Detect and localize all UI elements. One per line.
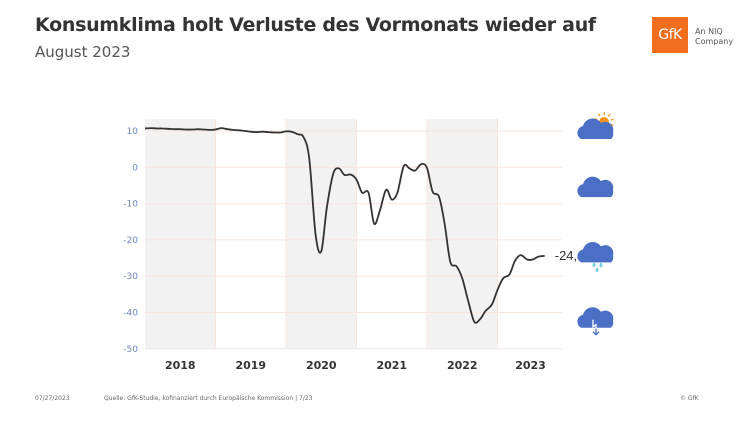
weather-icons — [577, 111, 614, 336]
footer-source: Quelle: GfK-Studie, kofinanziert durch E… — [104, 395, 313, 402]
sun-ray — [594, 118, 598, 121]
shade-2018 — [145, 119, 216, 349]
shade-2020 — [286, 119, 357, 349]
raindrop — [592, 262, 596, 268]
gfk-logo: GfK — [652, 17, 688, 53]
x-axis-year-labels: 2018 2019 2020 2021 2022 2023 — [165, 359, 546, 372]
y-tick-label: -50 — [123, 345, 138, 355]
rain-cloud-icon — [577, 241, 614, 273]
arrow-down — [592, 328, 600, 336]
raindrop — [595, 267, 599, 273]
x-tick-label-2019: 2019 — [235, 359, 266, 372]
partly-sunny-icon — [577, 111, 614, 139]
gridlines — [145, 130, 562, 350]
raindrop — [599, 262, 603, 268]
series-line-konsumklima — [144, 127, 545, 324]
page-title: Konsumklima holt Verluste des Vormonats … — [35, 14, 596, 36]
cloud-shape — [577, 241, 614, 263]
x-tick-label-2020: 2020 — [306, 359, 337, 372]
x-tick-label-2022: 2022 — [447, 359, 478, 372]
sun-ray — [610, 118, 614, 121]
y-tick-label: -20 — [123, 236, 138, 246]
y-tick-label: -10 — [123, 200, 138, 210]
shade-2022 — [427, 119, 498, 349]
logo-tagline: An NIQ Company — [695, 27, 733, 47]
x-tick-label-2018: 2018 — [165, 359, 196, 372]
page-subtitle: August 2023 — [35, 43, 131, 61]
sun-ray — [597, 113, 601, 117]
year-shading — [145, 119, 498, 349]
y-tick-label: 0 — [132, 163, 138, 173]
last-value-label: -24,4 — [555, 248, 585, 263]
y-tick-label: -30 — [123, 272, 138, 282]
cloud-icon — [577, 176, 614, 198]
footer-copyright: © GfK — [680, 395, 699, 402]
cloud-shape — [577, 176, 614, 198]
sun-ray — [607, 113, 611, 117]
y-tick-label: -40 — [123, 309, 138, 319]
storm-cloud-icon — [577, 307, 614, 336]
logo-tagline-line2: Company — [695, 37, 734, 46]
x-tick-label-2023: 2023 — [515, 359, 546, 372]
x-tick-label-2021: 2021 — [376, 359, 407, 372]
logo-text: GfK — [658, 27, 682, 43]
y-tick-label: 10 — [127, 127, 139, 137]
cloud-shape — [577, 118, 614, 139]
cloud-shape — [577, 307, 614, 328]
footer-date: 07/27/2023 — [35, 395, 70, 402]
logo-tagline-line1: An NIQ — [695, 27, 723, 36]
y-axis-ticks: 10 0 -10 -20 -30 -40 -50 — [123, 127, 138, 355]
